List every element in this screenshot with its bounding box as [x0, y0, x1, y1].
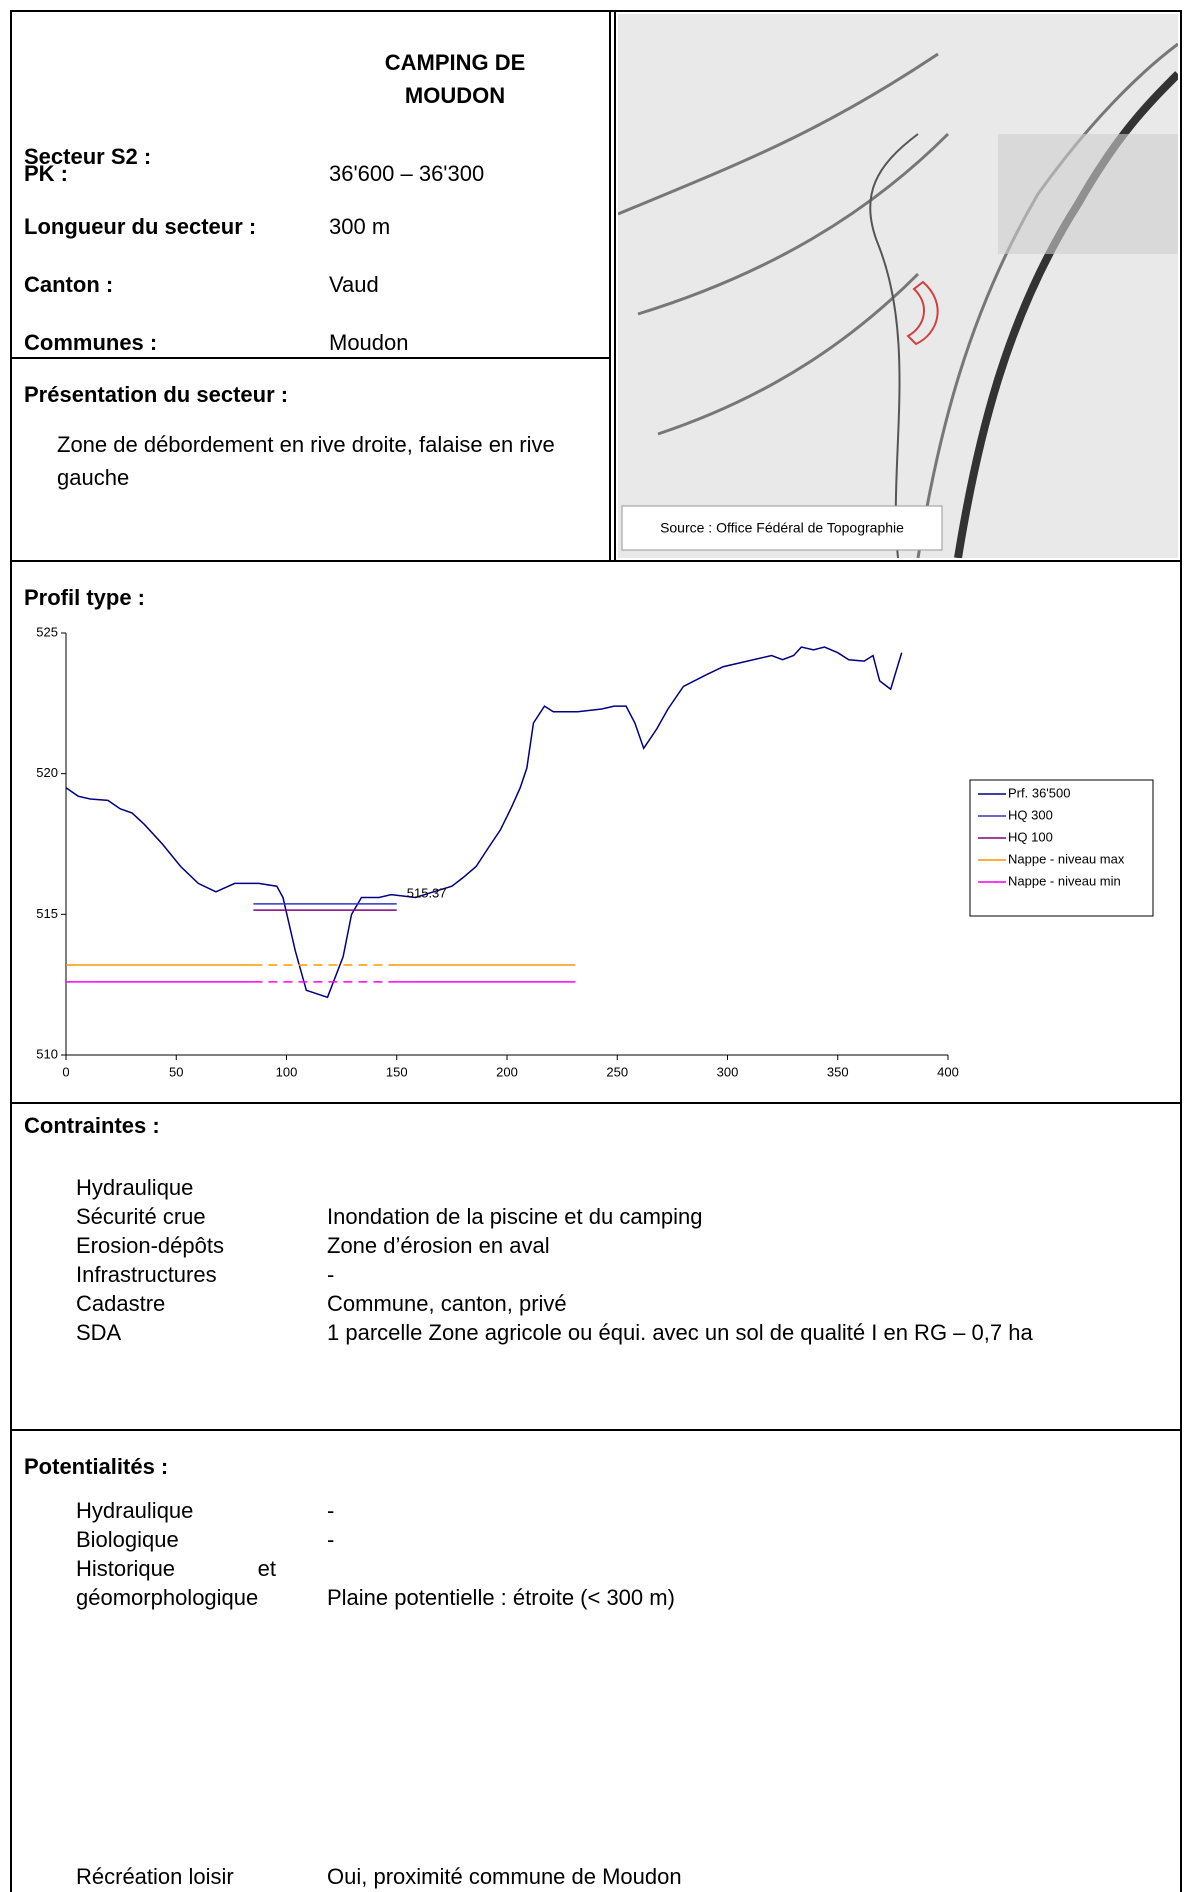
- row-value: Inondation de la piscine et du camping: [327, 1204, 703, 1229]
- field-label: Longueur du secteur :: [24, 214, 257, 239]
- legend-label: Prf. 36'500: [1008, 785, 1070, 800]
- row-label: Historique et géomorphologique: [76, 1556, 276, 1610]
- x-tick-label: 0: [62, 1064, 69, 1079]
- section-title: Profil type :: [24, 585, 146, 610]
- row-label: Sécurité crue: [76, 1204, 206, 1229]
- border: [10, 1102, 1182, 1104]
- field-label: PK :: [24, 161, 68, 186]
- row-value: Plaine potentielle : étroite (< 300 m): [327, 1585, 675, 1610]
- field-value: 36'600 – 36'300: [329, 161, 485, 186]
- row-value: Commune, canton, privé: [327, 1291, 567, 1316]
- legend-label: Nappe - niveau min: [1008, 873, 1121, 888]
- row-label: SDA: [76, 1320, 122, 1345]
- row-label: Récréation loisir: [76, 1864, 234, 1889]
- map: Source : Office Fédéral de Topographie: [618, 14, 1178, 558]
- legend-label: HQ 300: [1008, 807, 1053, 822]
- row-value: -: [327, 1262, 335, 1287]
- map-lines: [618, 42, 1178, 558]
- border: [1180, 10, 1182, 1892]
- field-value: Moudon: [329, 330, 409, 355]
- row-value: Oui, proximité commune de Moudon: [327, 1864, 682, 1889]
- field-label: Canton :: [24, 272, 114, 297]
- x-tick-label: 400: [937, 1064, 959, 1079]
- border: [10, 10, 1182, 12]
- section-title: Présentation du secteur :: [24, 382, 289, 407]
- x-tick-label: 250: [606, 1064, 628, 1079]
- border: [10, 1429, 1182, 1431]
- y-tick-label: 520: [36, 765, 58, 780]
- map-river: [869, 133, 919, 558]
- border: [10, 357, 610, 359]
- x-tick-label: 150: [386, 1064, 408, 1079]
- x-tick-label: 50: [169, 1064, 183, 1079]
- row-label: Infrastructures: [76, 1262, 217, 1287]
- x-tick-label: 300: [717, 1064, 739, 1079]
- x-tick-label: 100: [276, 1064, 298, 1079]
- row-label: Hydraulique: [76, 1498, 194, 1523]
- map-background: [618, 14, 1178, 558]
- legend-label: HQ 100: [1008, 829, 1053, 844]
- presentation-text: Zone de débordement en rive droite, fala…: [57, 432, 555, 490]
- row-value: Zone d’érosion en aval: [327, 1233, 550, 1258]
- y-tick-label: 510: [36, 1046, 58, 1061]
- sector-name: CAMPING DE MOUDON: [384, 50, 526, 108]
- field-value: Vaud: [329, 272, 379, 297]
- y-tick-label: 515: [36, 906, 58, 921]
- field-label: Communes :: [24, 330, 158, 355]
- row-label: Erosion-dépôts: [76, 1233, 224, 1258]
- y-tick-label: 525: [36, 624, 58, 639]
- map-sector: [906, 280, 939, 346]
- map-caption: Source : Office Fédéral de Topographie: [660, 520, 904, 536]
- border: [609, 10, 611, 562]
- line: [65, 646, 903, 999]
- map-town: [998, 134, 1178, 254]
- x-tick-label: 200: [496, 1064, 518, 1079]
- row-label: Cadastre: [76, 1291, 166, 1316]
- row-value: 1 parcelle Zone agricole ou équi. avec u…: [327, 1320, 1033, 1345]
- x-tick-label: 350: [827, 1064, 849, 1079]
- annotation: 515.37: [407, 885, 447, 900]
- sector-label: Secteur S2 :: [24, 144, 152, 169]
- row-value: -: [327, 1498, 335, 1523]
- field-value: 300 m: [329, 214, 391, 239]
- border: [10, 560, 1182, 562]
- border: [614, 10, 616, 562]
- section-title: Contraintes :: [24, 1113, 160, 1138]
- legend-box: [969, 779, 1154, 917]
- row-label: Biologique: [76, 1527, 179, 1552]
- legend-label: Nappe - niveau max: [1008, 851, 1125, 866]
- caption-box: [621, 505, 943, 551]
- chart: 510 515 520 525 0 50 100 150 200 250 300 350 400 515.…: [36, 624, 1154, 1079]
- border: [10, 10, 12, 1892]
- row-label: Hydraulique: [76, 1175, 194, 1200]
- section-title: Potentialités :: [24, 1454, 169, 1479]
- row-value: -: [327, 1527, 335, 1552]
